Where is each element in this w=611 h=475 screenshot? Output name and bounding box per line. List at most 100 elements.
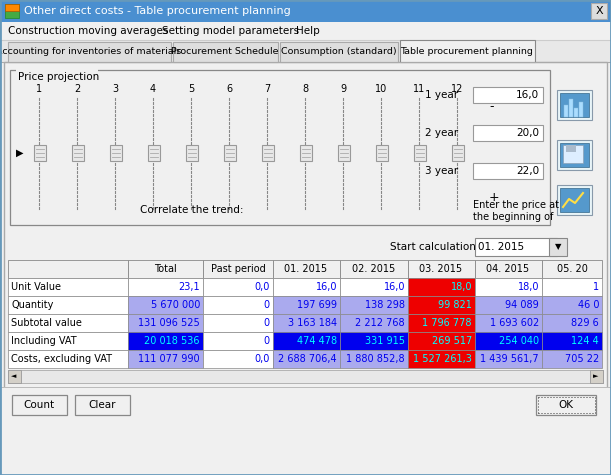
Text: 124 4: 124 4 xyxy=(571,336,599,346)
Text: the beginning of: the beginning of xyxy=(473,212,554,222)
Text: 331 915: 331 915 xyxy=(365,336,405,346)
Text: Past period: Past period xyxy=(211,264,265,274)
Bar xyxy=(408,332,475,350)
Text: Total: Total xyxy=(153,264,177,274)
Bar xyxy=(203,260,273,278)
Bar xyxy=(574,108,578,117)
Bar xyxy=(128,332,203,350)
Bar xyxy=(557,90,592,120)
Bar xyxy=(376,145,388,161)
Text: Quantity: Quantity xyxy=(11,300,53,310)
Text: 16,0: 16,0 xyxy=(516,90,539,100)
Bar xyxy=(8,370,21,383)
Bar xyxy=(186,145,198,161)
Text: 131 096 525: 131 096 525 xyxy=(138,318,200,328)
Text: 0: 0 xyxy=(264,336,270,346)
Text: OK: OK xyxy=(558,400,574,410)
Text: Help: Help xyxy=(296,26,320,36)
Text: 5: 5 xyxy=(188,84,194,94)
Text: 1 693 602: 1 693 602 xyxy=(490,318,539,328)
Text: Unit Value: Unit Value xyxy=(11,282,61,292)
Text: Subtotal value: Subtotal value xyxy=(11,318,82,328)
Bar xyxy=(542,332,602,350)
Bar xyxy=(10,70,550,225)
Bar xyxy=(566,145,576,152)
Text: 7: 7 xyxy=(264,84,270,94)
Text: Start calculation: Start calculation xyxy=(390,242,476,252)
Bar xyxy=(4,62,607,437)
Bar xyxy=(475,278,542,296)
Bar xyxy=(12,395,67,415)
Bar xyxy=(542,278,602,296)
Bar xyxy=(473,163,543,179)
Bar xyxy=(475,260,542,278)
Bar xyxy=(452,145,464,161)
Bar xyxy=(273,278,340,296)
Bar xyxy=(400,40,535,62)
Bar xyxy=(560,143,589,167)
Text: 0,0: 0,0 xyxy=(255,282,270,292)
Text: 04. 2015: 04. 2015 xyxy=(486,264,530,274)
Text: 6: 6 xyxy=(226,84,232,94)
Bar xyxy=(340,296,408,314)
Text: Costs, excluding VAT: Costs, excluding VAT xyxy=(11,354,112,364)
Text: 2 212 768: 2 212 768 xyxy=(356,318,405,328)
Text: 18,0: 18,0 xyxy=(450,282,472,292)
Text: X: X xyxy=(595,6,603,16)
Bar xyxy=(273,332,340,350)
Text: 269 517: 269 517 xyxy=(432,336,472,346)
Text: 1 796 778: 1 796 778 xyxy=(422,318,472,328)
Bar xyxy=(473,87,543,103)
Bar xyxy=(273,296,340,314)
Bar xyxy=(542,296,602,314)
Bar xyxy=(340,278,408,296)
Text: 3 163 184: 3 163 184 xyxy=(288,318,337,328)
Bar xyxy=(475,296,542,314)
Text: 10: 10 xyxy=(375,84,387,94)
Text: 2 year: 2 year xyxy=(425,128,458,138)
Text: ◄: ◄ xyxy=(12,373,16,379)
Bar xyxy=(75,395,130,415)
Bar xyxy=(203,332,273,350)
Bar xyxy=(569,99,573,117)
Text: Clear: Clear xyxy=(88,400,115,410)
Text: -: - xyxy=(489,100,494,113)
Bar xyxy=(475,350,542,368)
Bar xyxy=(273,350,340,368)
Bar xyxy=(72,145,84,161)
Text: 01. 2015: 01. 2015 xyxy=(285,264,327,274)
Bar xyxy=(203,278,273,296)
Bar xyxy=(340,350,408,368)
Text: Consumption (standard): Consumption (standard) xyxy=(281,48,397,57)
Bar xyxy=(273,260,340,278)
Text: 1 year: 1 year xyxy=(425,90,458,100)
Bar xyxy=(148,145,160,161)
Text: Price projection: Price projection xyxy=(18,72,99,82)
Bar xyxy=(203,296,273,314)
Text: 254 040: 254 040 xyxy=(499,336,539,346)
Text: 2: 2 xyxy=(74,84,80,94)
Bar xyxy=(5,4,19,11)
Text: 11: 11 xyxy=(413,84,425,94)
Text: 99 821: 99 821 xyxy=(438,300,472,310)
Bar xyxy=(273,314,340,332)
Text: 12: 12 xyxy=(451,84,463,94)
Bar xyxy=(110,145,122,161)
Bar xyxy=(8,42,171,62)
Text: 111 077 990: 111 077 990 xyxy=(138,354,200,364)
Bar xyxy=(557,185,592,215)
Bar xyxy=(224,145,236,161)
Bar xyxy=(564,105,568,117)
Bar xyxy=(338,145,350,161)
Text: Enter the price at: Enter the price at xyxy=(473,200,559,210)
Text: ►: ► xyxy=(593,373,599,379)
Bar xyxy=(128,314,203,332)
Bar xyxy=(0,387,611,388)
Bar xyxy=(414,145,426,161)
Bar xyxy=(475,332,542,350)
Text: 1 880 852,8: 1 880 852,8 xyxy=(346,354,405,364)
Text: 18,0: 18,0 xyxy=(518,282,539,292)
Text: Correlate the trend:: Correlate the trend: xyxy=(140,205,244,215)
Text: 705 22: 705 22 xyxy=(565,354,599,364)
Bar xyxy=(340,260,408,278)
